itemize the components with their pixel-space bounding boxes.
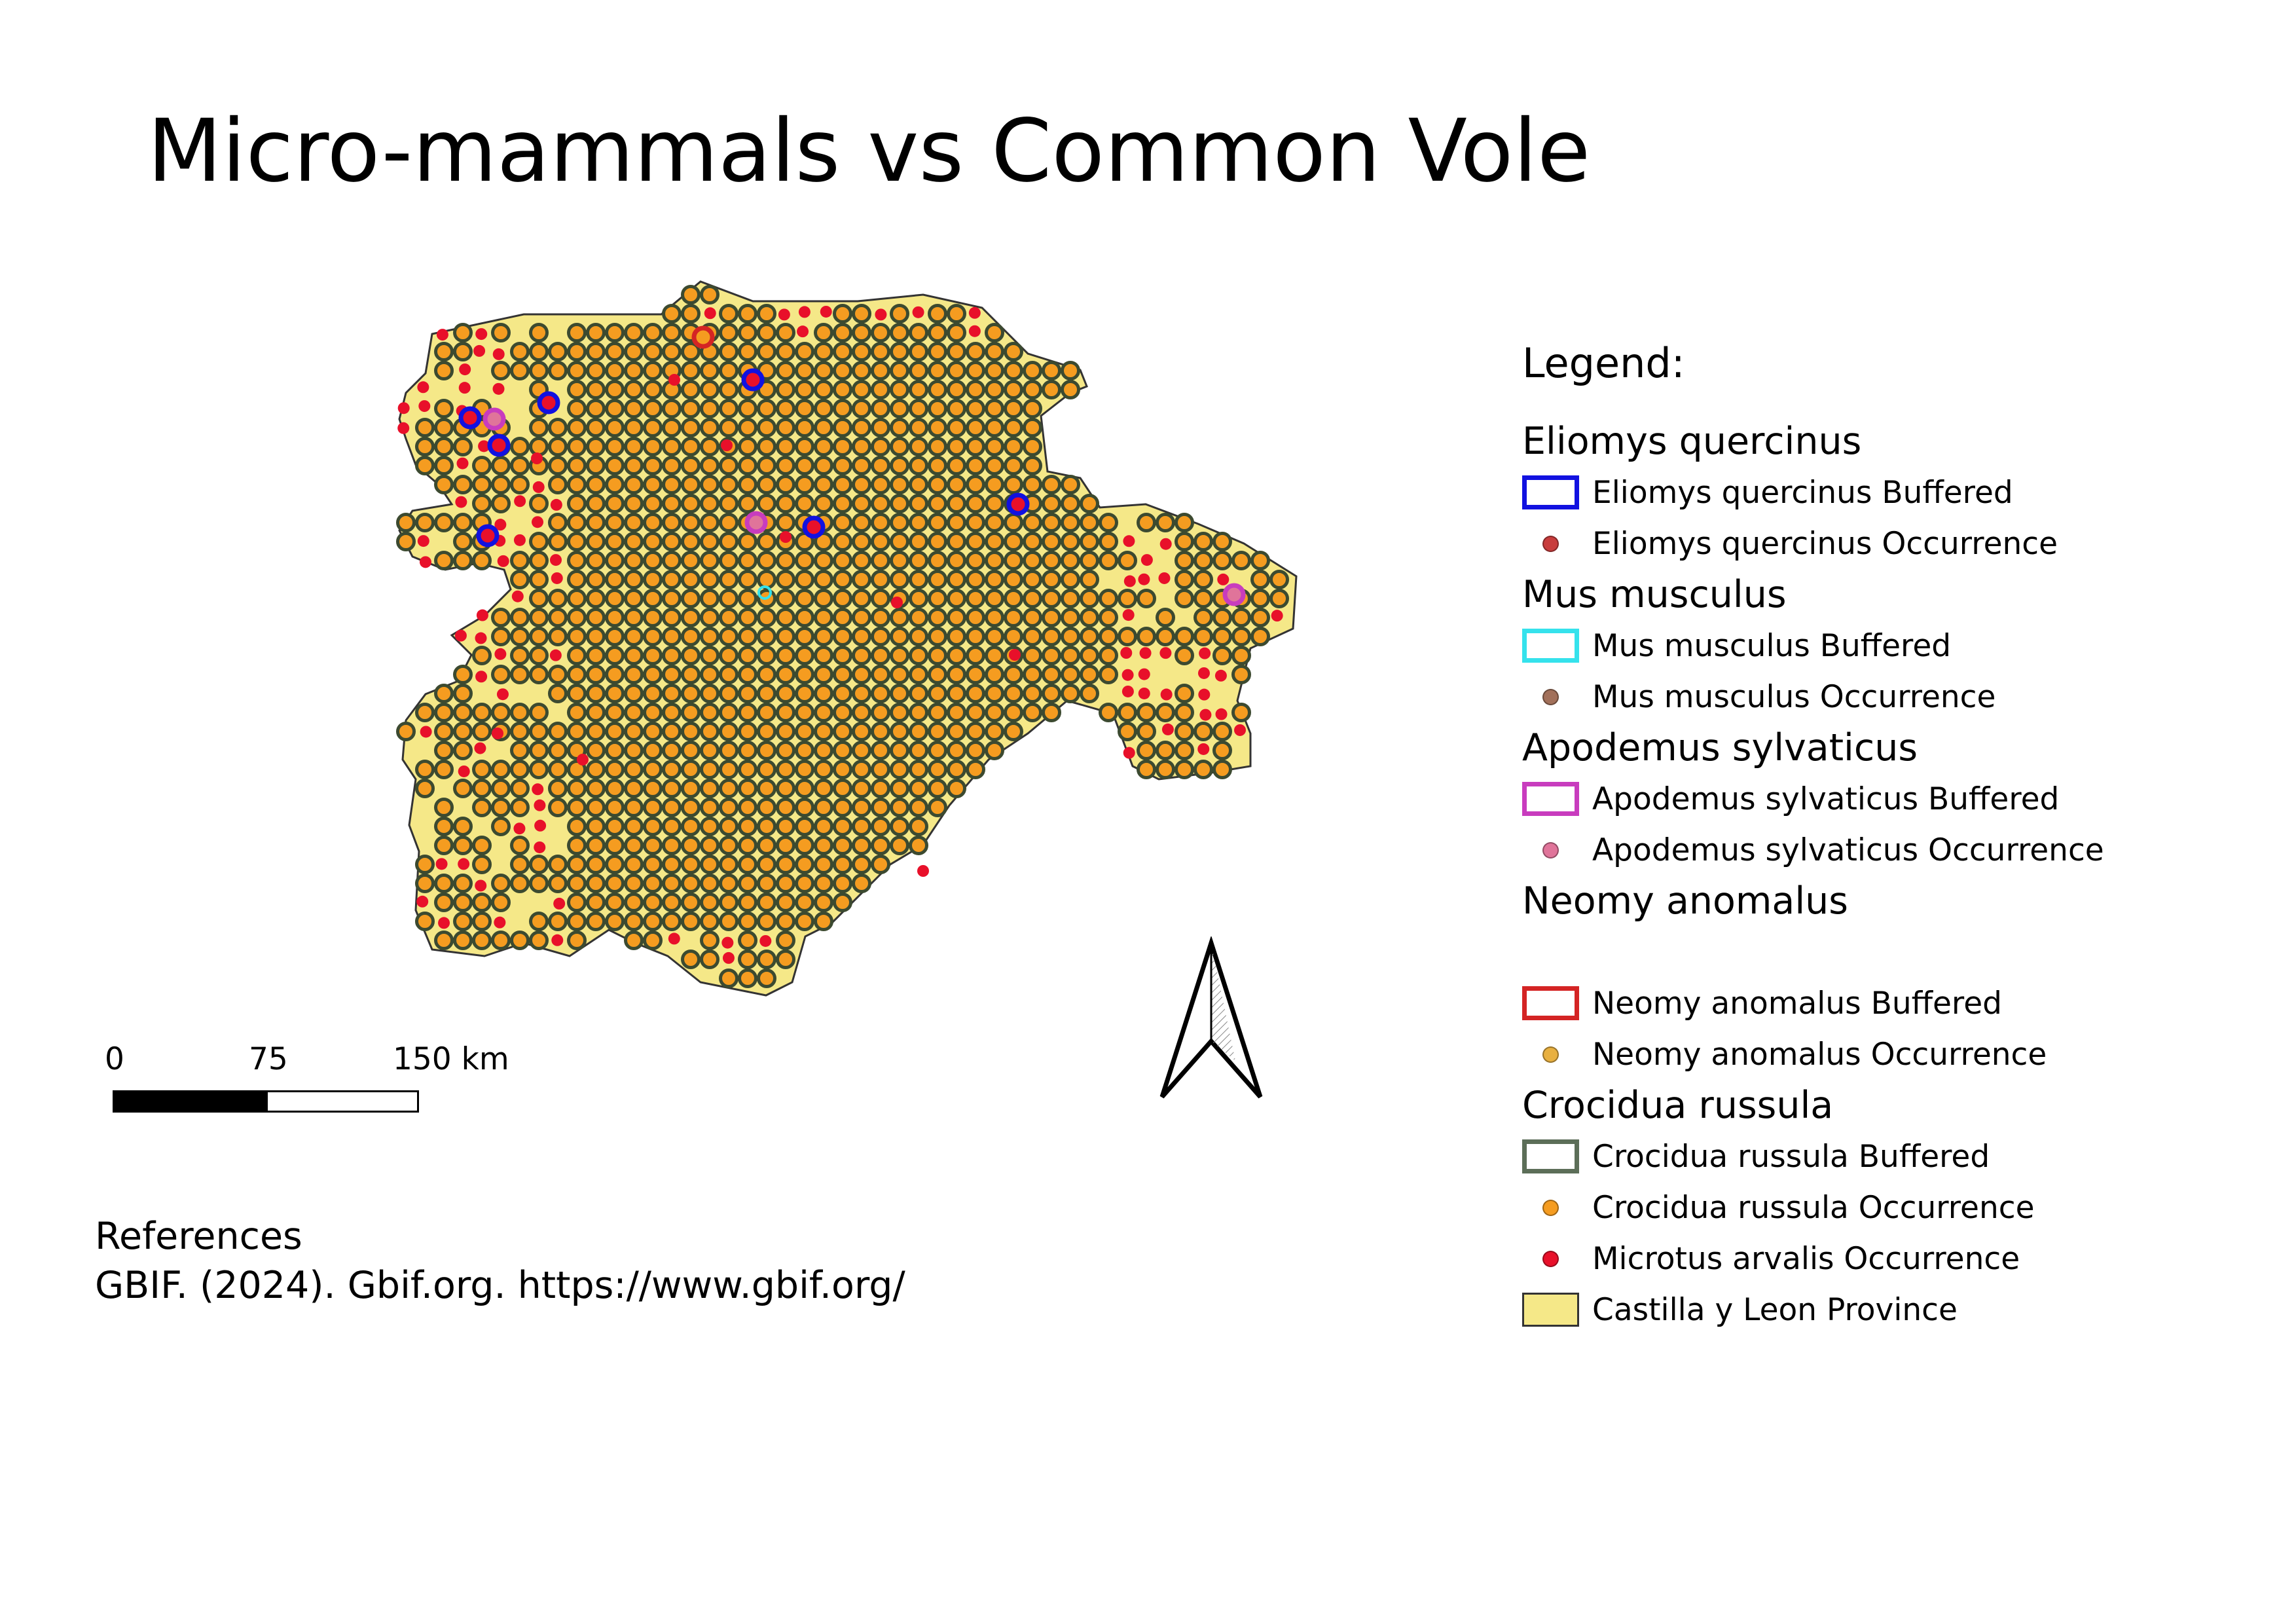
legend-item-label: Microtus arvalis Occurrence xyxy=(1592,1240,2020,1277)
occurrence-dot-icon xyxy=(1522,680,1579,714)
occurrence-dot-icon xyxy=(1522,1037,1579,1071)
scale-label-0: 0 xyxy=(105,1041,124,1077)
legend-item-label: Castilla y Leon Province xyxy=(1592,1291,1958,1328)
legend-item: Crocidua russula Occurrence xyxy=(1522,1182,2275,1233)
legend-item: Neomy anomalus Buffered xyxy=(1522,978,2275,1029)
castilla-y-leon-map xyxy=(396,280,1298,997)
north-arrow-icon xyxy=(1159,936,1263,1099)
buffer-swatch-icon xyxy=(1522,986,1579,1020)
legend-group-title: Neomy anomalus xyxy=(1522,879,1848,923)
legend-item: Crocidua russula Buffered xyxy=(1522,1131,2275,1182)
legend-item-label: Mus musculus Occurrence xyxy=(1592,678,1996,715)
scale-label-75: 75 xyxy=(249,1041,288,1077)
buffer-swatch-icon xyxy=(1522,1139,1579,1173)
legend-group-title: Apodemus sylvaticus xyxy=(1522,726,1918,769)
references-text: GBIF. (2024). Gbif.org. https://www.gbif… xyxy=(95,1264,905,1307)
legend-item: Microtus arvalis Occurrence xyxy=(1522,1233,2275,1284)
legend-item: Mus musculus Buffered xyxy=(1522,620,2275,671)
legend-item-label: Apodemus sylvaticus Occurrence xyxy=(1592,832,2104,868)
buffer-swatch-icon xyxy=(1522,475,1579,509)
crocidura-russula-buffers xyxy=(396,285,1289,988)
legend-group-title: Crocidua russula xyxy=(1522,1084,1834,1127)
occurrence-dot-icon xyxy=(1522,1242,1579,1276)
legend-group-title: Eliomys quercinus xyxy=(1522,420,1862,463)
references-heading: References xyxy=(95,1215,302,1258)
map-title: Micro-mammals vs Common Vole xyxy=(147,101,1591,202)
other-species-buffers xyxy=(458,325,1246,606)
occurrence-dot-icon xyxy=(1522,526,1579,561)
legend-item: Neomy anomalus Occurrence xyxy=(1522,1029,2275,1080)
legend-item-label: Neomy anomalus Occurrence xyxy=(1592,1036,2047,1073)
legend-item-label: Mus musculus Buffered xyxy=(1592,627,1952,664)
legend-item: Mus musculus Occurrence xyxy=(1522,671,2275,722)
legend-item-label: Neomy anomalus Buffered xyxy=(1592,985,2002,1022)
legend-item: Castilla y Leon Province xyxy=(1522,1284,2275,1335)
legend-title: Legend: xyxy=(1522,339,1685,387)
buffer-swatch-icon xyxy=(1522,782,1579,816)
legend-item-label: Apodemus sylvaticus Buffered xyxy=(1592,781,2060,817)
scale-bar xyxy=(113,1090,419,1113)
legend-item-label: Eliomys quercinus Occurrence xyxy=(1592,525,2058,562)
legend-item: Apodemus sylvaticus Occurrence xyxy=(1522,824,2275,876)
buffer-swatch-icon xyxy=(1522,629,1579,663)
occurrence-dot-icon xyxy=(1522,833,1579,867)
legend-item: Apodemus sylvaticus Buffered xyxy=(1522,773,2275,824)
legend-item-label: Eliomys quercinus Buffered xyxy=(1592,474,2013,511)
legend-item-label: Crocidua russula Buffered xyxy=(1592,1138,1990,1175)
province-swatch-icon xyxy=(1522,1293,1579,1327)
legend-item: Eliomys quercinus Occurrence xyxy=(1522,518,2275,569)
legend-group-title: Mus musculus xyxy=(1522,573,1787,616)
legend-item-label: Crocidua russula Occurrence xyxy=(1592,1189,2035,1226)
legend: Eliomys quercinus Eliomys quercinus Buffe… xyxy=(1522,416,2275,1335)
occurrence-dot-icon xyxy=(1522,1190,1579,1225)
scale-label-150: 150 km xyxy=(393,1041,509,1077)
legend-item: Eliomys quercinus Buffered xyxy=(1522,467,2275,518)
